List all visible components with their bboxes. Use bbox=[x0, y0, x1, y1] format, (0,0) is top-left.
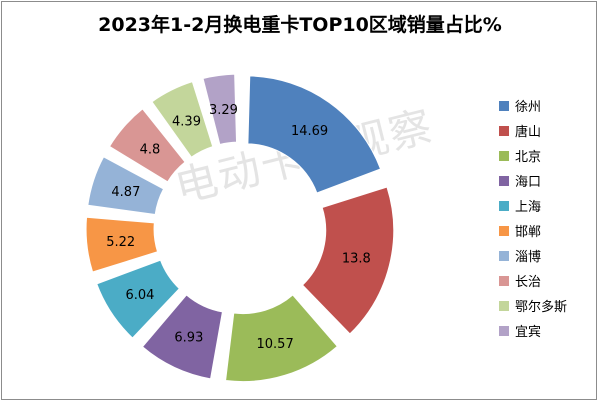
legend-swatch bbox=[499, 300, 509, 311]
legend-swatch bbox=[499, 275, 509, 286]
legend-item-4: 海口 bbox=[499, 168, 595, 193]
legend-item-7: 淄博 bbox=[499, 243, 595, 268]
data-label-3: 10.57 bbox=[257, 337, 294, 352]
data-label-2: 13.8 bbox=[342, 251, 371, 266]
legend-label: 鄂尔多斯 bbox=[515, 300, 568, 315]
legend-item-3: 北京 bbox=[499, 143, 595, 168]
legend-label: 唐山 bbox=[515, 125, 542, 140]
legend-item-10: 宜宾 bbox=[499, 318, 595, 343]
slice-4 bbox=[141, 294, 224, 380]
slice-8 bbox=[108, 108, 186, 183]
legend-label: 淄博 bbox=[515, 250, 542, 265]
legend-swatch bbox=[499, 225, 509, 236]
data-label-10: 3.29 bbox=[209, 103, 238, 118]
legend-label: 北京 bbox=[515, 150, 542, 165]
slice-2 bbox=[301, 186, 395, 335]
legend-swatch bbox=[499, 325, 509, 336]
data-label-8: 4.8 bbox=[140, 143, 161, 158]
legend-label: 长治 bbox=[515, 275, 542, 290]
legend-label: 邯郸 bbox=[515, 225, 542, 240]
legend-swatch bbox=[499, 125, 509, 136]
legend-label: 上海 bbox=[515, 200, 542, 215]
chart-legend: 徐州唐山北京海口上海邯郸淄博长治鄂尔多斯宜宾 bbox=[499, 93, 595, 343]
data-label-7: 4.87 bbox=[111, 185, 140, 200]
legend-item-2: 唐山 bbox=[499, 118, 595, 143]
legend-item-1: 徐州 bbox=[499, 93, 595, 118]
legend-item-6: 邯郸 bbox=[499, 218, 595, 243]
slice-1 bbox=[247, 75, 382, 194]
slice-5 bbox=[96, 259, 181, 339]
legend-swatch bbox=[499, 100, 509, 111]
chart-title: 2023年1-2月换电重卡TOP10区域销量占比% bbox=[98, 14, 502, 36]
legend-swatch bbox=[499, 175, 509, 186]
data-label-1: 14.69 bbox=[291, 124, 328, 139]
slice-6 bbox=[85, 216, 159, 273]
legend-item-8: 长治 bbox=[499, 268, 595, 293]
slice-7 bbox=[87, 156, 165, 216]
legend-label: 海口 bbox=[515, 175, 542, 190]
slice-9 bbox=[151, 81, 214, 158]
legend-item-9: 鄂尔多斯 bbox=[499, 293, 595, 318]
legend-swatch bbox=[499, 200, 509, 211]
slice-10 bbox=[202, 73, 238, 146]
data-label-4: 6.93 bbox=[174, 331, 203, 346]
data-label-5: 6.04 bbox=[125, 288, 154, 303]
legend-swatch bbox=[499, 150, 509, 161]
legend-item-5: 上海 bbox=[499, 193, 595, 218]
legend-label: 宜宾 bbox=[515, 325, 542, 340]
data-labels: 14.69 13.8 10.57 6.93 6.04 5.22 4.87 4.8 4.39 3.2… bbox=[106, 103, 371, 352]
data-label-6: 5.22 bbox=[106, 235, 135, 250]
data-label-9: 4.39 bbox=[172, 115, 201, 130]
legend-swatch bbox=[499, 250, 509, 261]
slice-3 bbox=[225, 294, 338, 383]
doughnut-slices bbox=[85, 73, 395, 383]
legend-label: 徐州 bbox=[515, 100, 542, 115]
